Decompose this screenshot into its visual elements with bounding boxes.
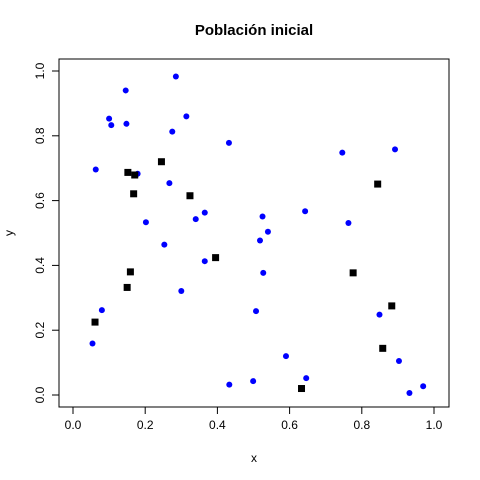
blue-circle-point <box>260 269 267 276</box>
black-square-point <box>349 269 357 277</box>
points-layer <box>89 73 427 397</box>
black-square-point <box>126 268 134 276</box>
x-tick-label: 0.2 <box>137 418 154 432</box>
blue-circle-point <box>395 357 402 364</box>
blue-circle-point <box>178 287 185 294</box>
x-tick-label: 1.0 <box>426 418 443 432</box>
blue-circle-point <box>339 149 346 156</box>
black-square-point <box>124 168 132 176</box>
blue-circle-point <box>142 219 149 226</box>
blue-circle-point <box>392 146 399 153</box>
black-square-point <box>388 302 396 310</box>
black-square-point <box>91 318 99 326</box>
y-tick-label: 0.2 <box>33 322 47 339</box>
blue-circle-point <box>122 87 129 94</box>
x-tick-label: 0.6 <box>281 418 298 432</box>
y-tick-label: 1.0 <box>33 62 47 79</box>
y-axis: 0.0 0.2 0.4 0.6 0.8 1.0 <box>33 62 60 403</box>
x-axis: 0.0 0.2 0.4 0.6 0.8 1.0 <box>65 406 443 432</box>
black-square-point <box>130 190 138 198</box>
blue-circle-point <box>172 73 179 80</box>
black-square-point <box>298 385 306 393</box>
blue-circle-point <box>183 113 190 120</box>
blue-circle-point <box>225 139 232 146</box>
blue-circle-point <box>406 390 413 397</box>
blue-circle-point <box>250 378 257 385</box>
chart-title: Población inicial <box>195 22 313 39</box>
black-square-point <box>157 158 165 166</box>
y-axis-label: y <box>2 230 16 236</box>
black-square-point <box>379 344 387 352</box>
blue-circle-point <box>302 208 309 215</box>
x-axis-label: x <box>251 451 257 465</box>
blue-circle-point <box>92 166 99 173</box>
blue-circle-point <box>345 219 352 226</box>
y-tick-label: 0.4 <box>33 257 47 274</box>
x-tick-label: 0.8 <box>353 418 370 432</box>
y-tick-label: 0.8 <box>33 127 47 144</box>
blue-circle-point <box>161 241 168 248</box>
blue-circle-point <box>166 180 173 187</box>
black-square-point <box>131 171 139 179</box>
blue-circle-point <box>226 381 233 388</box>
black-square-point <box>212 254 220 262</box>
blue-circle-point <box>253 308 260 315</box>
blue-circle-point <box>420 383 427 390</box>
blue-circle-point <box>376 311 383 318</box>
blue-circle-point <box>264 228 271 235</box>
blue-circle-point <box>89 340 96 347</box>
blue-circle-point <box>259 213 266 220</box>
y-tick-label: 0.6 <box>33 192 47 209</box>
blue-circle-point <box>192 216 199 223</box>
blue-circle-point <box>108 122 115 129</box>
black-square-point <box>186 192 194 200</box>
blue-circle-point <box>98 307 105 314</box>
blue-circle-point <box>201 209 208 216</box>
x-tick-label: 0.4 <box>209 418 226 432</box>
blue-circle-point <box>303 375 310 382</box>
blue-circle-point <box>256 237 263 244</box>
blue-circle-point <box>282 353 289 360</box>
black-square-point <box>123 283 131 291</box>
x-tick-label: 0.0 <box>65 418 82 432</box>
black-square-point <box>374 180 382 188</box>
blue-circle-point <box>169 128 176 135</box>
blue-circle-point <box>106 115 113 122</box>
blue-circle-point <box>123 120 130 127</box>
blue-circle-point <box>201 258 208 265</box>
y-tick-label: 0.0 <box>33 386 47 403</box>
plot-frame <box>58 58 450 408</box>
